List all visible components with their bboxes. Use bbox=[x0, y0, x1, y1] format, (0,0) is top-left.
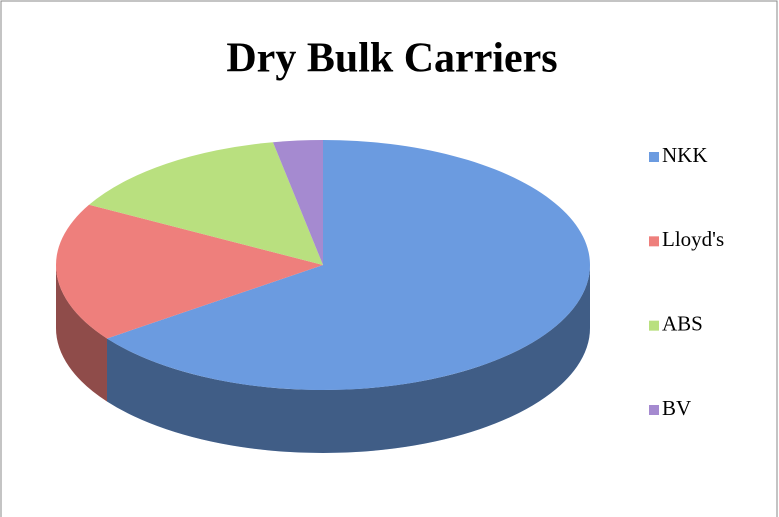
pie-slice bbox=[55, 204, 323, 402]
legend-label: Lloyd's bbox=[662, 227, 724, 251]
slice-top bbox=[106, 140, 590, 390]
legend-swatch bbox=[649, 152, 659, 162]
slice-top bbox=[55, 204, 323, 339]
slice-side bbox=[106, 265, 590, 453]
slice-top bbox=[272, 140, 323, 265]
slice-side bbox=[56, 265, 107, 402]
legend-swatch bbox=[649, 320, 659, 331]
pie-slice bbox=[89, 142, 323, 265]
legend-label: BV bbox=[662, 396, 691, 420]
legend-swatch bbox=[649, 236, 659, 247]
chart-title: Dry Bulk Carriers bbox=[226, 36, 557, 82]
legend-swatch bbox=[649, 405, 659, 415]
slice-top bbox=[89, 142, 323, 265]
legend-label: NKK bbox=[662, 143, 708, 167]
slice-side-shade bbox=[56, 265, 107, 402]
pie-slice bbox=[106, 140, 590, 453]
pie-slice bbox=[272, 140, 323, 265]
legend-label: ABS bbox=[662, 311, 703, 335]
slice-side-shade bbox=[106, 265, 590, 453]
